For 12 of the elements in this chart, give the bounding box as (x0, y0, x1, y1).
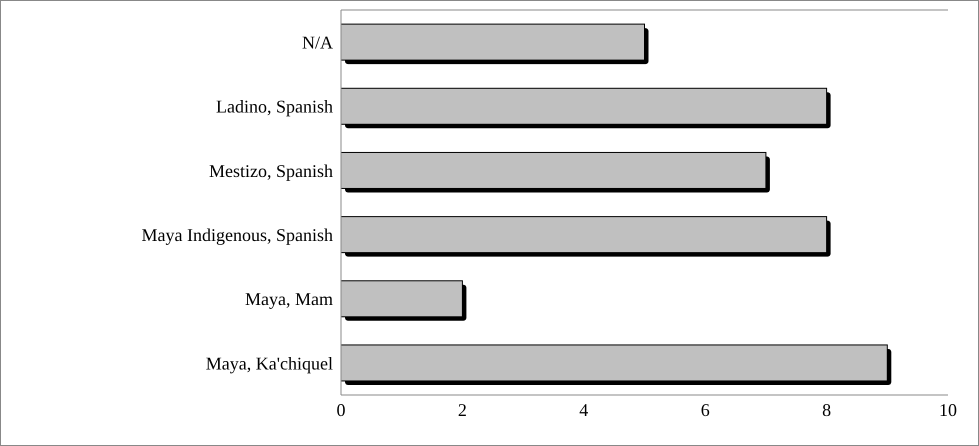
x-tick-label: 4 (579, 400, 588, 420)
x-tick-label: 8 (822, 400, 832, 420)
y-tick-label: Maya Indigenous, Spanish (142, 224, 333, 245)
x-tick-label: 10 (939, 400, 957, 420)
y-tick-label: Mestizo, Spanish (209, 160, 333, 181)
x-tick-label: 2 (458, 400, 467, 420)
x-tick-label: 0 (336, 400, 346, 420)
y-tick-label: Ladino, Spanish (216, 96, 333, 117)
y-tick-label: Maya, Mam (245, 289, 333, 310)
y-tick-label: Maya, Ka'chiquel (206, 353, 333, 374)
x-tick-label: 6 (700, 400, 710, 420)
y-tick-label: N/A (302, 32, 333, 52)
